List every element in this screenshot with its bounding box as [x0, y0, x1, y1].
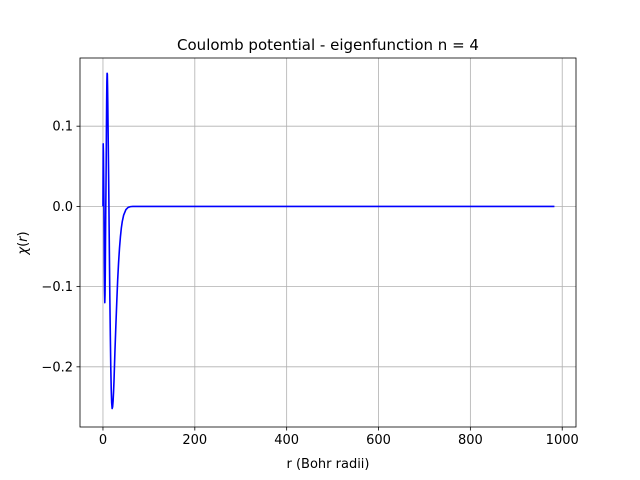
series-layer [102, 72, 555, 410]
x-tick-label: 400 [274, 433, 299, 448]
eigenfunction-line [102, 72, 555, 410]
y-tick-label: −0.1 [41, 280, 73, 295]
y-axis-label: χ(r) [16, 231, 31, 255]
y-tick-label: 0.1 [52, 120, 73, 135]
x-axis-label: r (Bohr radii) [287, 457, 370, 472]
axes: 0 200 400 600 800 1000 −0.2 −0.1 0.0 0.1 [41, 57, 579, 448]
x-tick-label: 600 [366, 433, 391, 448]
x-tick-label: 0 [99, 433, 107, 448]
x-tick-label: 1000 [546, 433, 579, 448]
x-tick-label: 800 [458, 433, 483, 448]
y-tick-label: −0.2 [41, 360, 73, 375]
x-tick-label: 200 [182, 433, 207, 448]
chart-title: Coulomb potential - eigenfunction n = 4 [177, 36, 479, 54]
y-tick-label: 0.0 [52, 200, 73, 215]
plot-frame [79, 57, 577, 428]
